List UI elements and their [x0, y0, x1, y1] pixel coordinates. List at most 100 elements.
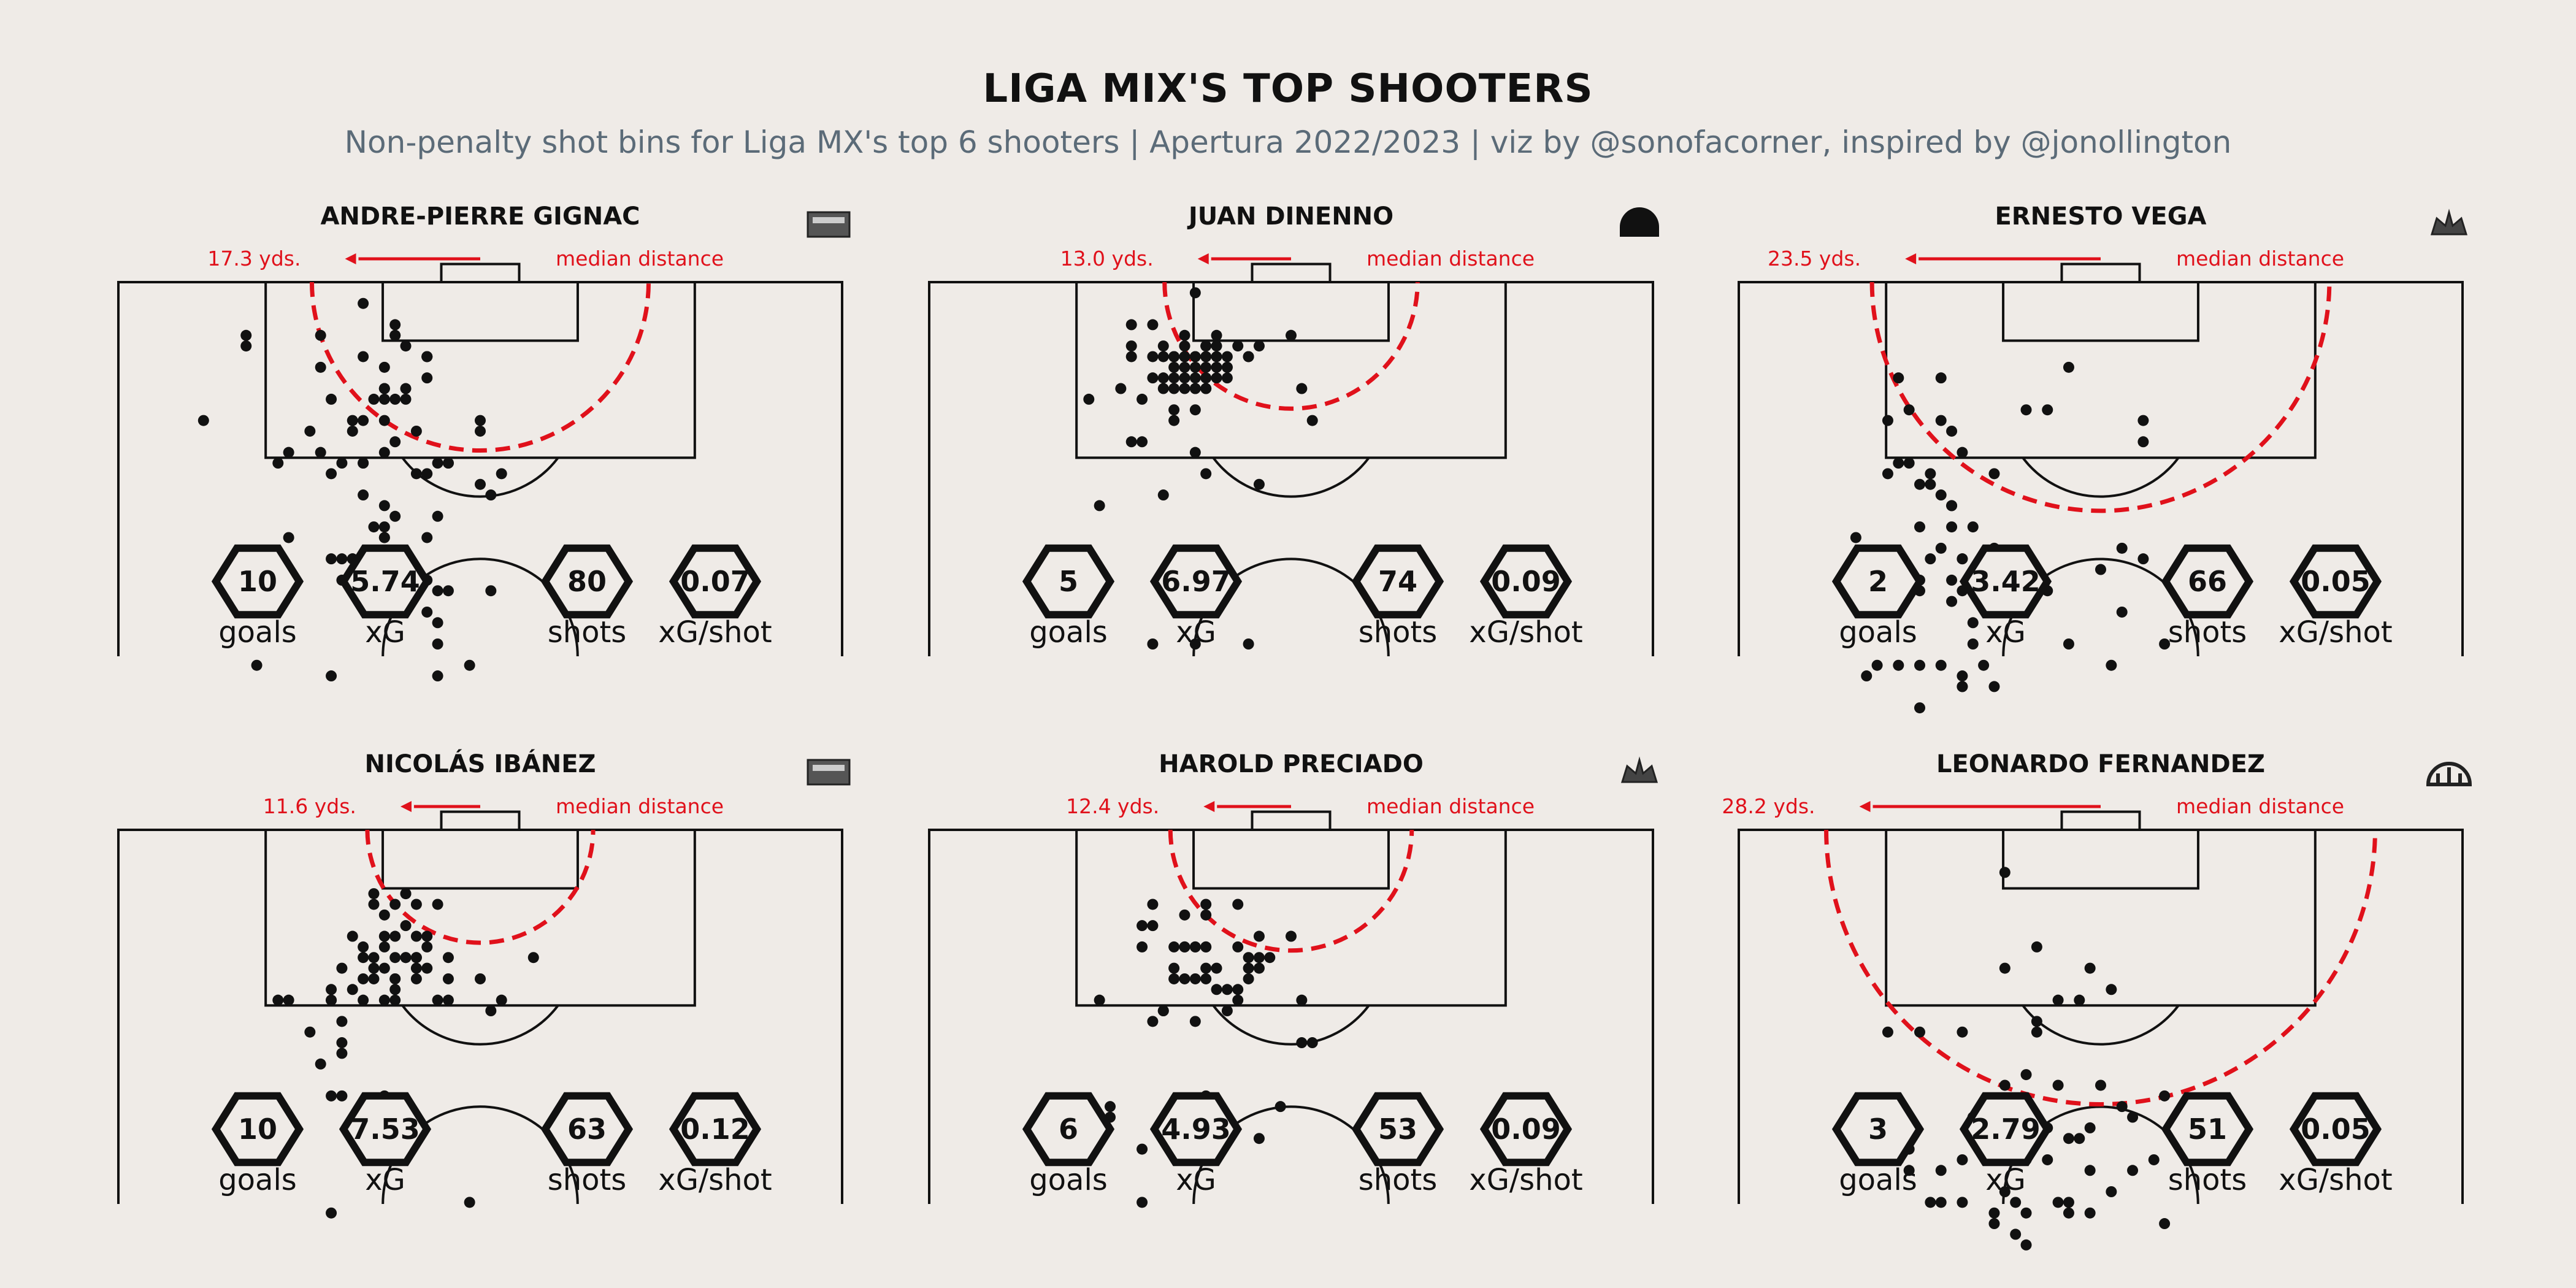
- santos-crest-icon: [1620, 756, 1658, 783]
- shot-point: [432, 458, 443, 469]
- shot-point: [368, 521, 380, 533]
- shot-point: [464, 1197, 475, 1208]
- shot-point: [400, 952, 412, 964]
- shot-point: [1882, 468, 1893, 480]
- shot-point: [1286, 930, 1297, 942]
- shot-point: [389, 899, 401, 910]
- shot-point: [1988, 468, 2000, 480]
- toluca-crest-icon: [2430, 209, 2468, 236]
- shot-point: [400, 383, 412, 394]
- stat-hexagon: [669, 544, 762, 619]
- shot-point: [475, 478, 486, 490]
- shot-point: [1083, 393, 1095, 405]
- shot-point: [2137, 415, 2149, 426]
- stat-value: 7.53: [350, 1113, 420, 1146]
- shot-point: [1147, 372, 1159, 384]
- shot-point: [410, 952, 422, 964]
- shot-point: [347, 984, 358, 995]
- shot-point: [1179, 909, 1190, 921]
- shot-point: [442, 994, 454, 1006]
- median-arrow-head: [400, 801, 412, 812]
- stat-label: xG/shot: [1469, 615, 1582, 650]
- median-distance-arc: [1869, 282, 2332, 513]
- shot-point: [1211, 372, 1222, 384]
- shot-point: [1999, 867, 2011, 878]
- shot-point: [2148, 1154, 2160, 1165]
- median-distance-arc: [1827, 830, 2375, 1104]
- shot-point: [1988, 1207, 2000, 1219]
- shot-point: [2074, 1133, 2085, 1144]
- shot-point: [442, 973, 454, 984]
- shot-point: [1957, 1026, 1968, 1038]
- player-name: NICOLÁS IBÁNEZ: [364, 749, 596, 778]
- shot-point: [326, 1090, 337, 1102]
- stat-hexagon: [1022, 544, 1115, 619]
- tigres-crest-icon: [807, 211, 851, 238]
- shot-point: [1243, 952, 1254, 964]
- shot-point: [326, 393, 337, 405]
- median-distance-arc: [309, 282, 651, 453]
- shot-point: [378, 962, 390, 974]
- shot-point: [1157, 372, 1169, 384]
- median-arrow-head: [1197, 253, 1209, 264]
- stat-hexagon: [1149, 544, 1243, 619]
- stat-hexagon: [211, 1092, 304, 1167]
- stat-hexagon: [2289, 1092, 2382, 1167]
- shot-point: [1946, 596, 1958, 607]
- stat-label: shots: [2168, 615, 2247, 650]
- stat-hexagon: [1351, 544, 1444, 619]
- shot-point: [389, 973, 401, 984]
- shot-point: [358, 973, 369, 984]
- shot-point: [389, 952, 401, 964]
- shot-point: [326, 670, 337, 682]
- shot-point: [378, 500, 390, 512]
- median-distance-arc: [1162, 282, 1420, 411]
- median-distance-arc: [365, 829, 596, 945]
- shot-point: [1157, 340, 1169, 352]
- shot-point: [389, 393, 401, 405]
- shot-point: [378, 994, 390, 1006]
- stat-value: 2: [1868, 565, 1888, 598]
- shot-point: [1935, 489, 1947, 501]
- shot-point: [1253, 478, 1265, 490]
- shot-point: [2052, 1079, 2064, 1091]
- shot-point: [1179, 383, 1190, 394]
- stat-label: xG: [1176, 615, 1216, 650]
- shot-point: [421, 532, 433, 543]
- shot-point: [475, 973, 486, 984]
- shot-point: [1168, 941, 1180, 953]
- shot-point: [1200, 351, 1212, 362]
- shot-point: [1211, 984, 1222, 995]
- shot-point: [1211, 962, 1222, 974]
- median-arrow-head: [345, 253, 356, 264]
- median-distance-label: median distance: [2176, 247, 2344, 270]
- shot-point: [1179, 372, 1190, 384]
- shot-point: [326, 984, 337, 995]
- shot-point: [336, 1016, 348, 1027]
- shot-point: [410, 468, 422, 480]
- shot-point: [1893, 659, 1904, 671]
- shot-point: [2127, 1111, 2139, 1123]
- shot-point: [1903, 1165, 1915, 1176]
- shot-point: [1221, 372, 1233, 384]
- shot-point: [1957, 1154, 1968, 1165]
- pachuca-crest-icon: [807, 759, 851, 786]
- chart-title: LIGA MIX'S TOP SHOOTERS: [983, 66, 1593, 112]
- player-name: ERNESTO VEGA: [1995, 202, 2206, 231]
- shot-point: [336, 553, 348, 565]
- shot-point: [421, 930, 433, 942]
- shot-point: [1253, 930, 1265, 942]
- shot-point: [1232, 984, 1244, 995]
- shot-point: [1105, 1101, 1116, 1113]
- shot-point: [315, 329, 326, 341]
- shot-point: [358, 458, 369, 469]
- shot-point: [1168, 361, 1180, 373]
- stat-label: shots: [1359, 615, 1438, 650]
- shot-point: [1925, 553, 1936, 565]
- shot-point: [1125, 351, 1137, 362]
- shot-point: [432, 899, 443, 910]
- shot-point: [283, 994, 294, 1006]
- shot-point: [442, 952, 454, 964]
- shot-point: [1988, 1218, 2000, 1230]
- stat-label: xG: [1985, 615, 2026, 650]
